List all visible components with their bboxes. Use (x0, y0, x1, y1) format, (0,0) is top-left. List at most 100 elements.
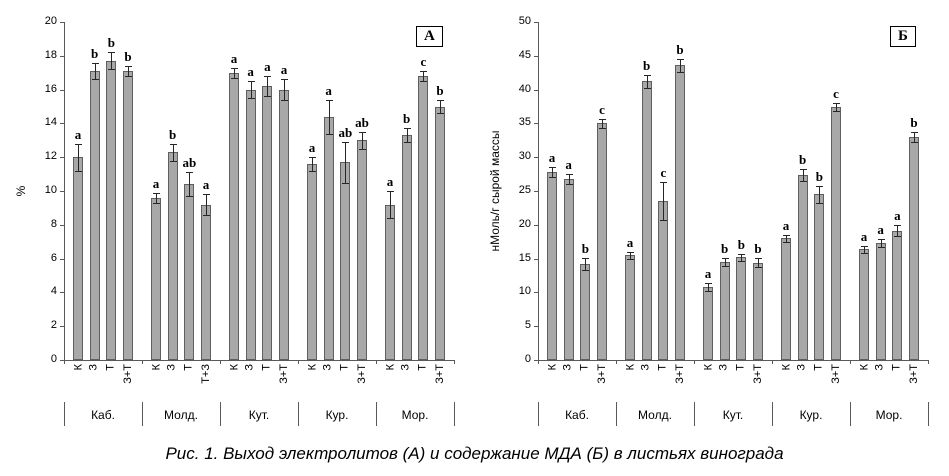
significance-letter: a (280, 62, 288, 78)
error-bar-cap-bottom (627, 258, 634, 260)
x-tick-label: Т (260, 364, 273, 371)
y-tick-label: 45 (518, 48, 531, 61)
x-tick-mark (616, 360, 617, 364)
group-label: Молд. (164, 408, 198, 422)
significance-letter: c (660, 165, 667, 181)
error-bar-line (630, 251, 631, 259)
x-tick-label: З (639, 364, 652, 371)
x-axis-line (64, 360, 455, 361)
x-tick-mark (928, 360, 929, 364)
bar (909, 136, 919, 360)
y-tick-mark (60, 157, 64, 158)
group-separator (64, 402, 65, 426)
y-tick-label: 6 (50, 251, 57, 264)
bar (307, 163, 317, 360)
group-separator (616, 402, 617, 426)
error-bar-line (836, 103, 837, 112)
error-bar-cap-top (247, 81, 255, 83)
group-separator (376, 402, 377, 426)
significance-letter: b (643, 57, 651, 73)
x-tick-mark (220, 360, 221, 364)
x-tick-label: З (87, 364, 100, 371)
error-bar-cap-top (153, 192, 160, 194)
error-bar-cap-top (309, 157, 316, 159)
group-separator (538, 402, 539, 426)
bar (279, 89, 289, 360)
y-tick-label: 10 (518, 285, 531, 298)
y-tick-label: 30 (518, 150, 531, 163)
group-label: Мор. (875, 408, 903, 422)
error-bar-line (234, 67, 235, 78)
y-tick-label: 5 (524, 319, 531, 332)
bar (245, 89, 256, 360)
error-bar-cap-bottom (437, 113, 444, 115)
bar (563, 178, 574, 360)
significance-letter: b (815, 168, 823, 184)
error-bar-line (345, 141, 347, 183)
error-bar-line (724, 257, 726, 267)
error-bar-cap-top (582, 257, 590, 259)
y-tick-mark (534, 22, 538, 23)
error-bar-cap-top (549, 166, 556, 168)
error-bar-line (552, 166, 553, 178)
y-tick-mark (60, 56, 64, 57)
bar (797, 174, 808, 360)
y-tick-mark (60, 292, 64, 293)
x-tick-label: Т+З (199, 364, 212, 384)
bar (641, 81, 652, 360)
error-bar-cap-top (599, 118, 606, 120)
bar (719, 261, 730, 360)
x-tick-label: К (71, 364, 84, 371)
x-tick-label: К (623, 364, 636, 371)
error-bar-cap-top (186, 172, 194, 174)
error-bar-cap-bottom (783, 241, 790, 243)
bar (151, 197, 161, 360)
significance-letter: b (169, 126, 177, 142)
error-bar-cap-bottom (403, 141, 411, 143)
bar (435, 106, 445, 360)
error-bar-cap-bottom (125, 76, 132, 78)
bar (831, 107, 841, 360)
error-bar-line (172, 143, 174, 161)
x-tick-label: К (149, 364, 162, 371)
error-bar-cap-top (264, 76, 272, 78)
significance-letter: b (737, 236, 745, 252)
error-bar-cap-bottom (325, 133, 333, 135)
error-bar-line (741, 253, 743, 261)
y-tick-mark (534, 157, 538, 158)
x-tick-mark (454, 360, 455, 364)
error-bar-cap-top (125, 65, 132, 67)
x-tick-label: З+Т (595, 364, 608, 384)
error-bar-cap-bottom (169, 160, 177, 162)
bar (123, 71, 133, 360)
y-tick-mark (534, 90, 538, 91)
x-tick-label: З (717, 364, 730, 371)
error-bar-cap-top (911, 131, 918, 133)
x-tick-mark (298, 360, 299, 364)
bar (892, 230, 903, 360)
x-tick-label: К (701, 364, 714, 371)
error-bar-line (284, 79, 285, 100)
y-axis-title: нМоль/г сырой массы (488, 130, 502, 252)
significance-letter: a (247, 64, 254, 80)
bar (201, 204, 211, 360)
y-tick-mark (60, 123, 64, 124)
error-bar-cap-bottom (861, 252, 868, 254)
x-tick-label: З (321, 364, 334, 371)
bar (736, 257, 747, 360)
x-tick-mark (772, 360, 773, 364)
significance-letter: a (264, 59, 271, 75)
x-tick-label: К (227, 364, 240, 371)
significance-letter: ab (338, 124, 353, 140)
significance-letter: c (420, 54, 427, 69)
error-bar-cap-top (877, 238, 885, 240)
group-label: Каб. (565, 408, 589, 422)
x-tick-label: Т (104, 364, 117, 371)
y-tick-mark (534, 326, 538, 327)
bar (418, 76, 429, 360)
error-bar-line (708, 282, 709, 292)
bar (385, 204, 395, 360)
error-bar-cap-bottom (894, 236, 902, 238)
error-bar-cap-bottom (108, 69, 116, 71)
x-tick-label: К (383, 364, 396, 371)
